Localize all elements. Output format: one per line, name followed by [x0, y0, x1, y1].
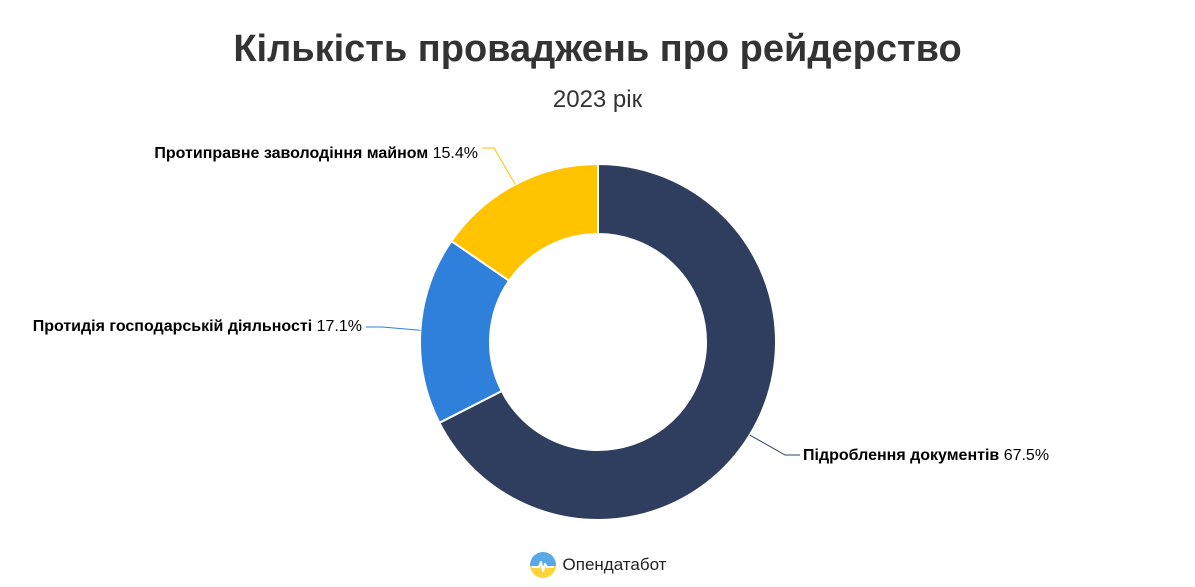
slice-connector-line [366, 326, 421, 331]
slice-label: Протидія господарській діяльності 17.1% [33, 318, 362, 335]
donut-slice[interactable] [438, 163, 777, 521]
slice-label-name: Протиправне заволодіння майном [154, 145, 432, 162]
chart-subtitle: 2023 рік [552, 86, 643, 113]
slice-label: Підроблення документів 67.5% [803, 447, 1049, 464]
chart-title: Кількість проваджень про рейдерство [233, 28, 962, 70]
opendatabot-logo-icon [529, 552, 556, 578]
slice-label-value: 15.4% [433, 145, 478, 162]
source-label: Опендатабот [562, 555, 667, 574]
slice-label: Протиправне заволодіння майном 15.4% [154, 145, 478, 162]
slice-label-value: 17.1% [317, 318, 362, 335]
donut-slice[interactable] [450, 163, 599, 282]
slice-label-name: Протидія господарській діяльності [33, 318, 317, 335]
slice-label-name: Підроблення документів [803, 447, 1004, 464]
slice-label-value: 67.5% [1004, 447, 1049, 464]
source-footer: Опендатабот [0, 551, 1195, 579]
slice-connector-line [482, 147, 516, 185]
slice-connector-line [749, 434, 800, 456]
